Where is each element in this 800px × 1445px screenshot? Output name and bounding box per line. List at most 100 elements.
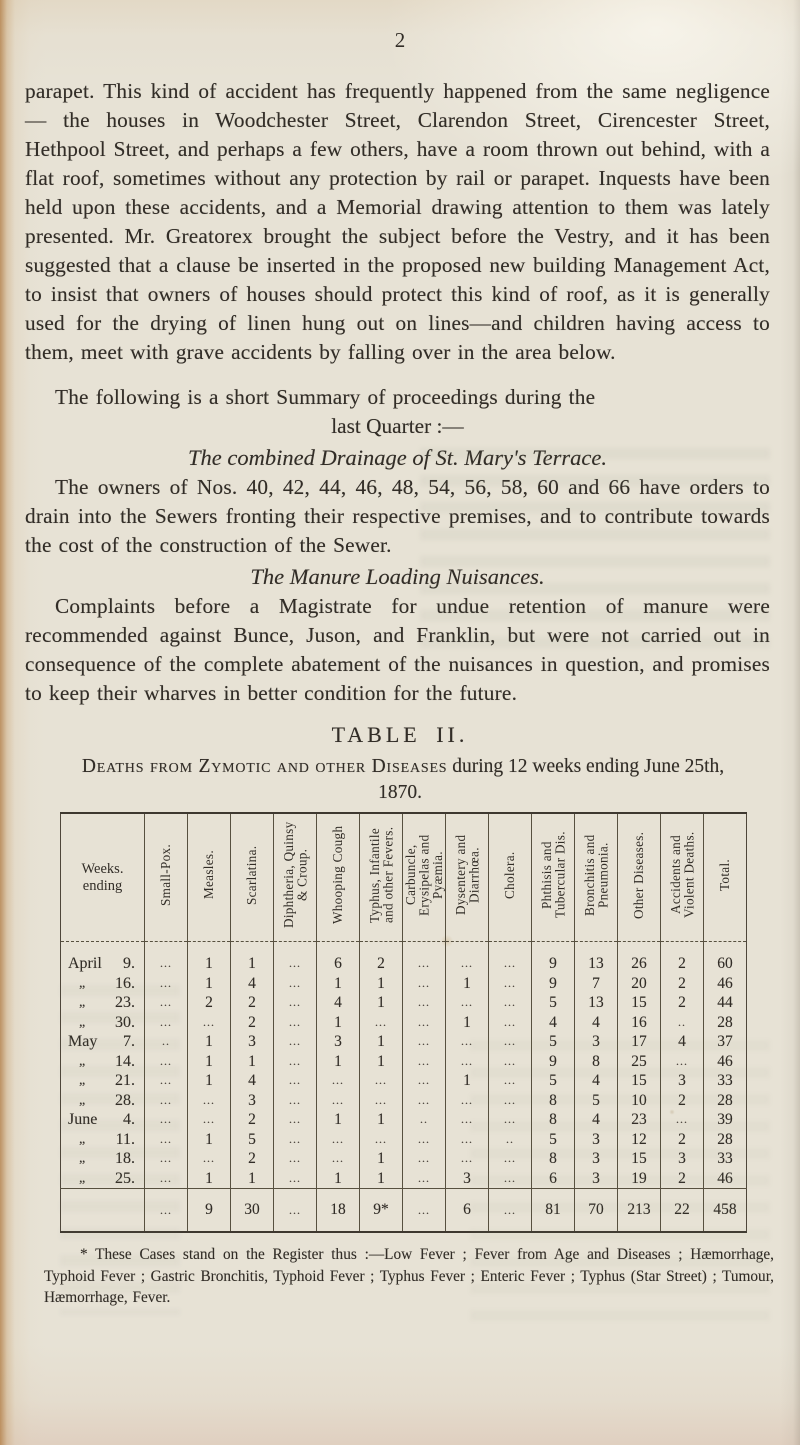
value-cell: ...: [402, 1071, 446, 1091]
column-header: Dysentery and Diarrhœa.: [445, 813, 489, 942]
value-cell: ...: [144, 1149, 188, 1169]
value-cell: ..: [660, 1012, 704, 1032]
value-cell: 1: [445, 1012, 489, 1032]
value-cell: 2: [230, 1012, 274, 1032]
value-cell: ...: [488, 973, 532, 993]
value-cell: 39: [703, 1110, 747, 1130]
value-cell: 3: [574, 1168, 618, 1189]
value-cell: 3: [316, 1032, 360, 1052]
value-cell: 81: [531, 1188, 575, 1232]
heading-combined-drainage: The combined Drainage of St. Mary's Terr…: [188, 445, 607, 470]
value-cell: 9: [531, 973, 575, 993]
value-cell: ...: [488, 1012, 532, 1032]
value-cell: ...: [273, 1012, 317, 1032]
weeks-ending-header-line1: Weeks.: [81, 860, 124, 877]
value-cell: 28: [703, 1129, 747, 1149]
value-cell: 5: [574, 1090, 618, 1110]
value-cell: 213: [617, 1188, 661, 1232]
value-cell: ...: [316, 1149, 360, 1169]
table-caption-rest: during 12 weeks ending June 25th,: [447, 756, 725, 777]
value-cell: 3: [230, 1090, 274, 1110]
value-cell: 13: [574, 993, 618, 1013]
value-cell: 7: [574, 973, 618, 993]
value-cell: 1: [230, 941, 274, 974]
value-cell: ...: [144, 973, 188, 993]
value-cell: ...: [187, 1110, 231, 1130]
table-caption-smallcaps: Deaths from Zymotic and other Diseases: [81, 756, 448, 777]
value-cell: 3: [660, 1149, 704, 1169]
table-row: „ 14.... 1 1... 1 1......... 9 8 25... 46: [61, 1051, 747, 1071]
value-cell: ...: [273, 1090, 317, 1110]
value-cell: ...: [488, 1110, 532, 1130]
value-cell: 33: [703, 1071, 747, 1091]
value-cell: 3: [574, 1149, 618, 1169]
table-total-row: ... 9 30... 18 9*... 6... 81 70 213 22 458: [60, 1188, 747, 1232]
value-cell: 8: [531, 1149, 575, 1169]
week-ending-cell: „ 30.: [79, 1013, 135, 1031]
value-cell: ...: [402, 941, 446, 974]
value-cell: ...: [316, 1129, 360, 1149]
week-ending-cell: „ 14.: [79, 1052, 135, 1070]
value-cell: ...: [445, 1090, 489, 1110]
value-cell: 1: [187, 1032, 231, 1052]
week-ending-cell: „ 11.: [79, 1130, 135, 1148]
value-cell: ...: [273, 1051, 317, 1071]
value-cell: ...: [402, 1168, 446, 1189]
column-header: Total.: [703, 813, 747, 942]
value-cell: 3: [230, 1032, 274, 1052]
value-cell: ...: [273, 1129, 317, 1149]
value-cell: 2: [187, 993, 231, 1013]
column-header: Other Diseases.: [617, 813, 661, 942]
value-cell: 23: [617, 1110, 661, 1130]
value-cell: ...: [402, 1090, 446, 1110]
week-ending-cell: „ 16.: [79, 974, 135, 992]
value-cell: 12: [617, 1129, 661, 1149]
value-cell: 1: [187, 1129, 231, 1149]
value-cell: 28: [703, 1012, 747, 1032]
column-header: Accidents and Violent Deaths.: [660, 813, 704, 942]
value-cell: ...: [144, 1012, 188, 1032]
value-cell: 33: [703, 1149, 747, 1169]
value-cell: 4: [574, 1071, 618, 1091]
value-cell: ...: [445, 1110, 489, 1130]
value-cell: 6: [445, 1188, 489, 1232]
value-cell: ...: [402, 1129, 446, 1149]
value-cell: 70: [574, 1188, 618, 1232]
summary-intro-line2: last Quarter :—: [331, 414, 464, 438]
week-ending-cell: „ 25.: [79, 1169, 135, 1187]
week-ending-cell: April 9.: [68, 955, 135, 973]
value-cell: 46: [703, 1051, 747, 1071]
value-cell: 1: [359, 993, 403, 1013]
value-cell: ...: [144, 1129, 188, 1149]
value-cell: 5: [531, 1032, 575, 1052]
table-row: „ 16.... 1 4... 1 1... 1... 9 7 20 2 46: [61, 973, 747, 993]
weeks-ending-header: Weeks. ending: [60, 813, 145, 942]
value-cell: 20: [617, 973, 661, 993]
value-cell: 15: [617, 1071, 661, 1091]
table-row: „ 30....... 2... 1...... 1... 4 4 16.. 28: [61, 1012, 747, 1032]
value-cell: ...: [144, 1188, 188, 1232]
value-cell: 3: [574, 1129, 618, 1149]
value-cell: ...: [488, 941, 532, 974]
value-cell: 4: [531, 1012, 575, 1032]
value-cell: 4: [230, 1071, 274, 1091]
total-row-empty-cell: [60, 1188, 145, 1232]
value-cell: 1: [359, 973, 403, 993]
value-cell: ...: [187, 1090, 231, 1110]
value-cell: 18: [316, 1188, 360, 1232]
summary-intro-line1: The following is a short Summary of proc…: [55, 385, 596, 409]
weeks-ending-header-line2: ending: [82, 877, 123, 894]
value-cell: ...: [273, 941, 317, 974]
value-cell: 9: [531, 941, 575, 974]
value-cell: 6: [531, 1168, 575, 1189]
value-cell: ...: [445, 941, 489, 974]
value-cell: 2: [660, 993, 704, 1013]
table-title: TABLE II.: [331, 722, 469, 747]
value-cell: 1: [359, 1051, 403, 1071]
value-cell: ...: [273, 1110, 317, 1130]
column-header: Diphtheria, Quinsy & Croup.: [273, 813, 317, 942]
value-cell: ...: [660, 1051, 704, 1071]
table-footnote: * These Cases stand on the Register thus…: [44, 1246, 774, 1306]
column-header: Measles.: [187, 813, 231, 942]
value-cell: 2: [660, 1090, 704, 1110]
